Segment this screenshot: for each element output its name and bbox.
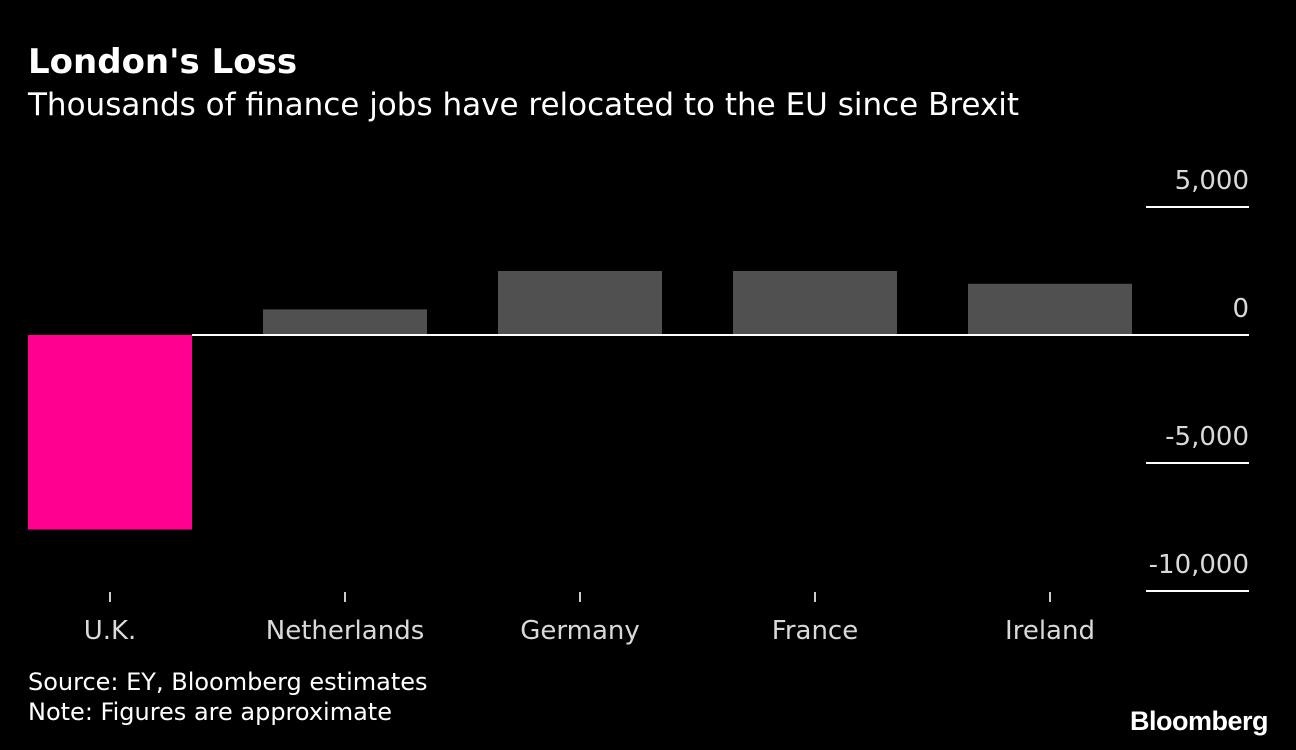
chart-title: London's Loss	[28, 42, 298, 82]
bar-germany	[498, 271, 662, 335]
y-tick-label-5000-neg: -5,000	[1165, 422, 1249, 452]
y-axis-ticks: 5,000 0 -5,000 -10,000	[1146, 166, 1249, 592]
y-tick-label-10000-neg: -10,000	[1149, 550, 1249, 580]
bar-u-k	[28, 335, 192, 530]
y-tick-label-5000: 5,000	[1175, 166, 1249, 196]
x-tick-label-ireland: Ireland	[1005, 616, 1095, 646]
bar-netherlands	[263, 309, 427, 335]
bloomberg-logo: Bloomberg	[1129, 706, 1269, 736]
figures-note: Note: Figures are approximate	[28, 698, 392, 726]
x-tick-label-u-k: U.K.	[84, 616, 137, 646]
x-tick-label-netherlands: Netherlands	[266, 616, 425, 646]
x-axis-ticks: U.K. Netherlands Germany France Ireland	[84, 592, 1095, 646]
x-tick-label-france: France	[772, 616, 858, 646]
bars-layer	[28, 271, 1132, 530]
bar-france	[733, 271, 897, 335]
source-note: Source: EY, Bloomberg estimates	[28, 668, 428, 696]
bar-ireland	[968, 283, 1132, 335]
y-tick-label-0: 0	[1232, 294, 1249, 324]
x-tick-label-germany: Germany	[520, 616, 640, 646]
chart-subtitle: Thousands of finance jobs have relocated…	[28, 87, 1020, 123]
